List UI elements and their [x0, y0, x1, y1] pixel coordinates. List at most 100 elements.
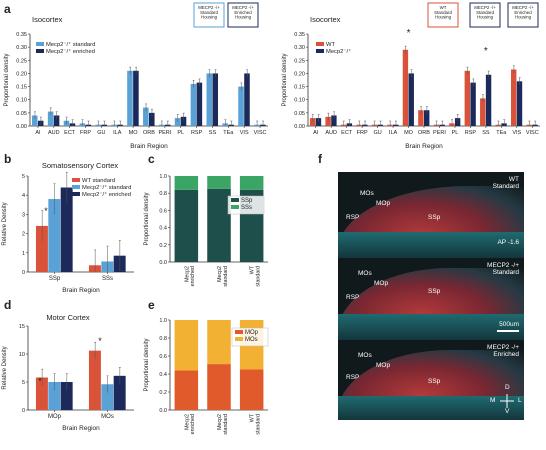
legend-label: SSs — [241, 205, 252, 211]
bar — [516, 81, 523, 126]
y-tick-label: 0.20 — [16, 71, 27, 77]
y-tick-label: 0.05 — [294, 111, 305, 117]
micro-condition-label: WT Standard — [492, 176, 519, 191]
x-tick-label: PERI — [158, 130, 171, 136]
y-tick-label: 0.0 — [159, 260, 167, 266]
y-axis-label: Proportional density — [4, 53, 10, 106]
y-tick-label: 0.25 — [16, 58, 27, 64]
stacked-bar-segment — [239, 369, 264, 410]
x-tick-label: TEa — [223, 130, 234, 136]
text-line: standard — [223, 266, 229, 287]
x-tick-label: AUD — [48, 130, 60, 136]
x-tick-label: MOp — [48, 414, 62, 420]
micro-condition-label: MECP2 -/+ Enriched — [487, 344, 519, 359]
x-tick-label: Mecp2standard — [217, 266, 229, 287]
legend-label: MOs — [245, 337, 258, 343]
panel-letter-a: a — [4, 2, 11, 16]
chart-title: Motor Cortex — [46, 313, 90, 322]
bar — [149, 112, 155, 126]
y-tick-label: 0.6 — [159, 354, 167, 360]
x-tick-label: RSP — [465, 130, 477, 136]
bar — [48, 199, 61, 272]
region-label: MOs — [360, 190, 374, 197]
chart-title: Isocortex — [310, 15, 341, 24]
legend-swatch — [235, 337, 243, 341]
significance-star: * — [44, 206, 48, 216]
text-line: Mecp2 — [184, 266, 190, 282]
x-tick-label: RSP — [191, 130, 203, 136]
x-tick-label: MO — [129, 130, 139, 136]
y-tick-label: 0.20 — [294, 71, 305, 77]
y-tick-label: 0.4 — [159, 372, 167, 378]
y-tick-label: 0.2 — [159, 390, 167, 396]
x-tick-label: PL — [452, 130, 459, 136]
legend-label: WT standard — [82, 178, 115, 184]
y-tick-label: 0.05 — [16, 111, 27, 117]
bar — [143, 107, 149, 126]
x-tick-label: GU — [373, 130, 381, 136]
x-tick-label: WTstandard — [250, 413, 262, 434]
y-tick-label: 10 — [19, 352, 25, 358]
x-tick-label: AI — [35, 130, 41, 136]
y-tick-label: 0.35 — [294, 32, 305, 38]
compass-m: M — [490, 397, 496, 404]
bar — [480, 98, 486, 126]
y-tick-label: 0.25 — [294, 58, 305, 64]
region-label: MOp — [374, 280, 389, 287]
y-tick-label: 0.00 — [16, 124, 27, 130]
bar — [174, 118, 181, 126]
x-tick-label: SS — [209, 130, 217, 136]
text-line: MECP2 -/+ — [474, 5, 496, 10]
stacked-bar-segment — [239, 176, 264, 190]
y-axis-label: Proportional density — [144, 338, 150, 391]
region-label: RSP — [346, 374, 360, 381]
legend-label: MOp — [245, 330, 259, 336]
bar — [60, 382, 73, 410]
x-tick-label: PERI — [433, 130, 446, 136]
legend-swatch — [72, 185, 80, 189]
bar — [35, 225, 48, 272]
stacked-bar-segment — [174, 320, 199, 371]
bar — [48, 382, 61, 410]
region-label: MOs — [358, 270, 372, 277]
y-tick-label: 0.15 — [294, 85, 305, 91]
y-tick-label: 1.0 — [159, 318, 167, 324]
bar — [133, 70, 139, 126]
bar — [464, 70, 470, 126]
legend-label: WT — [326, 42, 335, 48]
y-tick-label: 0.30 — [16, 45, 27, 51]
x-tick-label: AI — [313, 130, 319, 136]
x-axis-label: Brain Region — [62, 425, 100, 432]
bar — [454, 118, 461, 126]
housing-label: MECP2 -/+ Standard Housing — [198, 5, 220, 20]
text-line: MECP2 -/+ — [232, 5, 254, 10]
housing-label: MECP2 -/+ Standard Housing — [474, 5, 496, 20]
significance-star: * — [98, 336, 102, 346]
text-line: Housing — [235, 15, 252, 20]
text-line: Housing — [477, 15, 494, 20]
legend-swatch — [316, 49, 324, 53]
text-line: Housing — [435, 15, 452, 20]
chart-title: Isocortex — [32, 15, 63, 24]
legend-label: Mecp2⁻/⁺ enriched — [46, 48, 95, 55]
bar — [511, 69, 517, 126]
micro-image-mecp2-enriched: MOs MOp RSP SSp MECP2 -/+ Enriched D V M… — [338, 340, 524, 420]
text-line: MECP2 -/+ — [198, 5, 220, 10]
region-label: MOp — [376, 200, 391, 207]
bar — [101, 384, 114, 410]
bar — [470, 82, 476, 126]
legend-label: Mecp2⁻/⁺ enriched — [82, 191, 131, 198]
x-tick-label: ILA — [113, 130, 122, 136]
y-tick-label: 1.0 — [159, 174, 167, 180]
text-line: Standard — [434, 10, 452, 15]
significance-star: * — [38, 376, 42, 386]
bar — [244, 73, 250, 126]
housing-box — [227, 2, 259, 28]
x-tick-label: GU — [97, 130, 105, 136]
micro-ap-label: AP -1.6 — [497, 238, 519, 246]
compass-icon: D V M L — [490, 384, 522, 415]
region-label: MOp — [376, 362, 391, 369]
legend-swatch — [316, 42, 324, 46]
housing-box — [507, 2, 539, 28]
